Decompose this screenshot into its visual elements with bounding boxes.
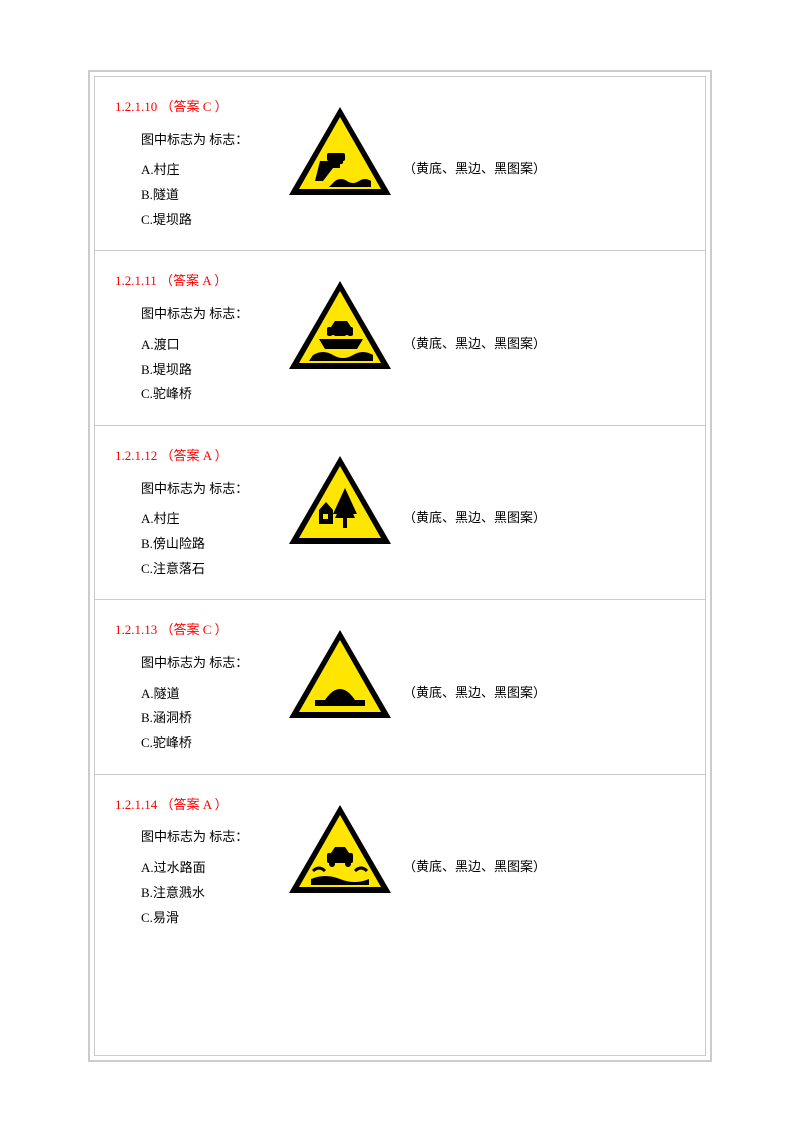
question-header: 1.2.1.14 （答案 A ）: [115, 793, 285, 818]
page-inner-frame: 1.2.1.10 （答案 C ） 图中标志为 标志： A.村庄 B.隧道 C.堤…: [94, 76, 706, 1056]
question-number: 1.2.1.10: [115, 99, 157, 114]
question-text-col: 1.2.1.12 （答案 A ） 图中标志为 标志： A.村庄 B.傍山险路 C…: [115, 444, 285, 581]
question-option: C.驼峰桥: [115, 382, 285, 407]
question-header: 1.2.1.10 （答案 C ）: [115, 95, 285, 120]
warning-sign-ferry-icon: [285, 277, 395, 373]
question-block: 1.2.1.12 （答案 A ） 图中标志为 标志： A.村庄 B.傍山险路 C…: [95, 426, 705, 600]
question-option: A.过水路面: [115, 856, 285, 881]
question-option: C.易滑: [115, 906, 285, 931]
question-option: C.注意落石: [115, 557, 285, 582]
question-option: B.堤坝路: [115, 358, 285, 383]
sign-caption: （黄底、黑边、黑图案）: [403, 674, 546, 701]
question-option: A.隧道: [115, 682, 285, 707]
question-text-col: 1.2.1.11 （答案 A ） 图中标志为 标志： A.渡口 B.堤坝路 C.…: [115, 269, 285, 406]
question-answer: （答案 C ）: [161, 99, 228, 114]
question-number: 1.2.1.13: [115, 622, 157, 637]
question-header: 1.2.1.13 （答案 C ）: [115, 618, 285, 643]
question-text-col: 1.2.1.10 （答案 C ） 图中标志为 标志： A.村庄 B.隧道 C.堤…: [115, 95, 285, 232]
page-outer-frame: 1.2.1.10 （答案 C ） 图中标志为 标志： A.村庄 B.隧道 C.堤…: [88, 70, 712, 1062]
question-number: 1.2.1.11: [115, 273, 157, 288]
question-prompt: 图中标志为 标志：: [115, 302, 285, 327]
warning-sign-humpbridge-icon: [285, 626, 395, 722]
sign-caption: （黄底、黑边、黑图案）: [403, 499, 546, 526]
question-block: 1.2.1.11 （答案 A ） 图中标志为 标志： A.渡口 B.堤坝路 C.…: [95, 251, 705, 425]
question-option: B.注意溅水: [115, 881, 285, 906]
question-option: B.傍山险路: [115, 532, 285, 557]
sign-caption: （黄底、黑边、黑图案）: [403, 150, 546, 177]
question-header: 1.2.1.11 （答案 A ）: [115, 269, 285, 294]
sign-image: [285, 793, 395, 897]
question-prompt: 图中标志为 标志：: [115, 825, 285, 850]
question-answer: （答案 C ）: [161, 622, 228, 637]
question-block: 1.2.1.14 （答案 A ） 图中标志为 标志： A.过水路面 B.注意溅水…: [95, 775, 705, 948]
sign-caption: （黄底、黑边、黑图案）: [403, 848, 546, 875]
sign-caption: （黄底、黑边、黑图案）: [403, 325, 546, 352]
warning-sign-village-icon: [285, 452, 395, 548]
question-option: A.村庄: [115, 158, 285, 183]
sign-image: [285, 95, 395, 199]
question-option: C.驼峰桥: [115, 731, 285, 756]
question-answer: （答案 A ）: [160, 273, 227, 288]
question-prompt: 图中标志为 标志：: [115, 128, 285, 153]
question-option: A.渡口: [115, 333, 285, 358]
question-option: B.隧道: [115, 183, 285, 208]
question-option: A.村庄: [115, 507, 285, 532]
warning-sign-embankment-icon: [285, 103, 395, 199]
question-block: 1.2.1.10 （答案 C ） 图中标志为 标志： A.村庄 B.隧道 C.堤…: [95, 77, 705, 251]
question-number: 1.2.1.14: [115, 797, 157, 812]
question-prompt: 图中标志为 标志：: [115, 651, 285, 676]
sign-image: [285, 269, 395, 373]
question-prompt: 图中标志为 标志：: [115, 477, 285, 502]
question-text-col: 1.2.1.14 （答案 A ） 图中标志为 标志： A.过水路面 B.注意溅水…: [115, 793, 285, 930]
question-text-col: 1.2.1.13 （答案 C ） 图中标志为 标志： A.隧道 B.涵洞桥 C.…: [115, 618, 285, 755]
question-answer: （答案 A ）: [161, 448, 228, 463]
warning-sign-ford-icon: [285, 801, 395, 897]
question-answer: （答案 A ）: [161, 797, 228, 812]
question-block: 1.2.1.13 （答案 C ） 图中标志为 标志： A.隧道 B.涵洞桥 C.…: [95, 600, 705, 774]
question-header: 1.2.1.12 （答案 A ）: [115, 444, 285, 469]
question-option: C.堤坝路: [115, 208, 285, 233]
question-number: 1.2.1.12: [115, 448, 157, 463]
sign-image: [285, 444, 395, 548]
question-option: B.涵洞桥: [115, 706, 285, 731]
sign-image: [285, 618, 395, 722]
